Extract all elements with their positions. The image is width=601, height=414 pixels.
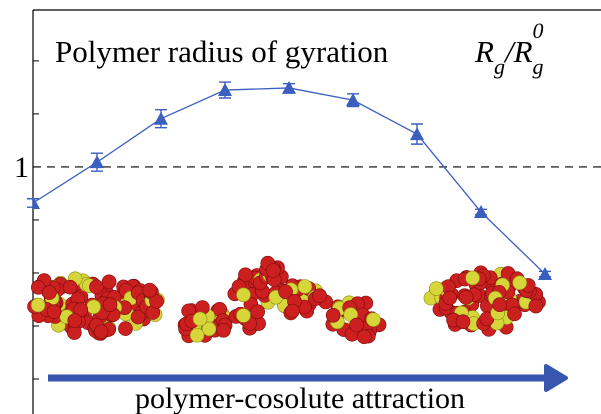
polymer-bead: [101, 274, 117, 290]
polymer-bead: [93, 324, 109, 340]
polymer-bead: [512, 275, 527, 291]
data-point: [154, 111, 168, 125]
polymer-bead: [278, 284, 293, 300]
polymer-bead: [42, 285, 57, 300]
polymer-bead: [349, 317, 364, 333]
data-line: [33, 87, 546, 275]
polymer-bead: [216, 323, 231, 338]
polymer-bead: [238, 267, 253, 283]
polymer-bead: [266, 263, 281, 278]
data-point: [282, 80, 296, 94]
chart-title: Polymer radius of gyration: [55, 34, 389, 69]
polymer-bead: [67, 313, 83, 328]
polymer-bead: [507, 306, 522, 322]
label-part: g: [533, 54, 544, 79]
polymer-bead: [62, 279, 78, 295]
polymer-bead: [201, 321, 217, 337]
data-point: [346, 93, 360, 107]
x-label: polymer-cosolute attraction: [135, 382, 465, 414]
polymer-bead: [455, 314, 471, 329]
polymer-bead: [297, 279, 313, 294]
label-part: /: [503, 34, 516, 69]
data-point: [33, 195, 40, 209]
data-point: [218, 83, 232, 97]
data-point: [90, 155, 104, 169]
polymer-bead: [285, 303, 300, 319]
data-point: [474, 205, 488, 218]
polymer-bead: [89, 279, 104, 295]
arrow-head: [544, 364, 568, 392]
polymer-bead: [458, 290, 474, 305]
data-point: [410, 127, 424, 141]
polymer-bead: [236, 287, 251, 303]
polymer-bead: [250, 304, 265, 320]
polymer-bead: [356, 329, 372, 345]
label-part: R: [513, 34, 533, 69]
polymer-bead: [149, 293, 164, 309]
polymer-bead: [442, 290, 457, 306]
polymer-images: [27, 255, 546, 345]
polymer-bead: [118, 321, 133, 336]
polymer-bead: [30, 297, 46, 313]
data-point: [538, 267, 552, 281]
polymer-bead: [429, 281, 444, 296]
label-part: R: [474, 34, 494, 69]
polymer-bead: [312, 288, 327, 304]
y-tick-label: 1: [14, 151, 29, 184]
label-part: g: [494, 54, 505, 79]
polymer-bead: [142, 282, 158, 298]
polymer-bead: [102, 297, 118, 312]
polymer-bead: [130, 309, 146, 325]
polymer-bead: [325, 308, 341, 323]
y-label: Rg/Rg0: [474, 18, 544, 79]
polymer-bead: [492, 297, 508, 313]
polymer-bead: [236, 308, 251, 323]
label-part: 0: [533, 18, 544, 43]
polymer-bead: [465, 270, 480, 286]
polymer-bead: [46, 304, 62, 319]
polymer-bead: [366, 312, 381, 327]
polymer-bead: [192, 311, 208, 327]
polymer-bead: [86, 299, 101, 315]
polymer-bead: [528, 298, 544, 314]
polymer-bead: [189, 327, 205, 343]
